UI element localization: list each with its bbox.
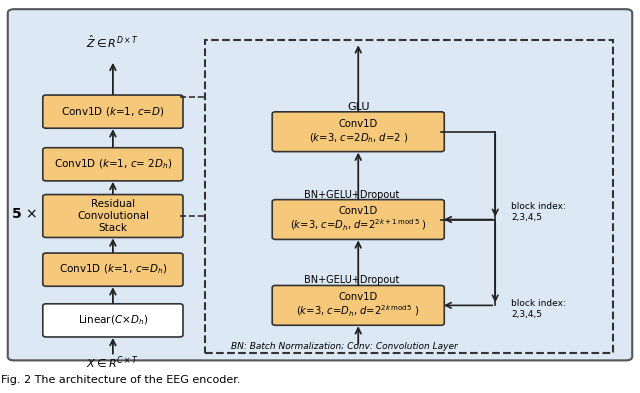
Text: Conv1D ($k$=1, $c$=$D$): Conv1D ($k$=1, $c$=$D$) xyxy=(61,105,164,118)
Text: block index:
2,3,4,5: block index: 2,3,4,5 xyxy=(511,202,566,222)
Text: block index:
2,3,4,5: block index: 2,3,4,5 xyxy=(511,299,566,320)
Text: Conv1D ($k$=1, $c$=$D_h$): Conv1D ($k$=1, $c$=$D_h$) xyxy=(59,263,167,276)
FancyBboxPatch shape xyxy=(272,200,444,239)
Text: 5 $\times$: 5 $\times$ xyxy=(11,207,37,221)
FancyBboxPatch shape xyxy=(8,9,632,360)
Text: $X \in R^{C\times T}$: $X \in R^{C\times T}$ xyxy=(86,354,140,371)
Text: GLU: GLU xyxy=(347,102,369,112)
Text: Conv1D
($k$=3, $c$=2$D_h$, $d$=2 ): Conv1D ($k$=3, $c$=2$D_h$, $d$=2 ) xyxy=(308,119,408,145)
FancyBboxPatch shape xyxy=(43,304,183,337)
Text: Fig. 2 The architecture of the EEG encoder.: Fig. 2 The architecture of the EEG encod… xyxy=(1,375,241,385)
Text: BN+GELU+Dropout: BN+GELU+Dropout xyxy=(304,189,399,200)
Text: Residual
Convolutional
Stack: Residual Convolutional Stack xyxy=(77,199,149,233)
FancyBboxPatch shape xyxy=(43,195,183,237)
Text: BN: Batch Normalization; Conv: Convolution Layer: BN: Batch Normalization; Conv: Convoluti… xyxy=(231,342,458,351)
FancyBboxPatch shape xyxy=(272,112,444,152)
Text: $\hat{Z} \in R^{D\times T}$: $\hat{Z} \in R^{D\times T}$ xyxy=(86,34,140,50)
FancyBboxPatch shape xyxy=(272,285,444,325)
Text: Conv1D
($k$=3, $c$=$D_h$, $d$=$2^{2k+1\,\mathrm{mod}\,5}$ ): Conv1D ($k$=3, $c$=$D_h$, $d$=$2^{2k+1\,… xyxy=(290,206,427,233)
FancyBboxPatch shape xyxy=(43,95,183,128)
FancyBboxPatch shape xyxy=(43,253,183,286)
Text: BN+GELU+Dropout: BN+GELU+Dropout xyxy=(304,275,399,285)
Text: Linear($C$$\times$$D_h$): Linear($C$$\times$$D_h$) xyxy=(78,314,148,327)
Text: Conv1D
($k$=3, $c$=$D_h$, $d$=$2^{2k\,\mathrm{mod}\,5}$ ): Conv1D ($k$=3, $c$=$D_h$, $d$=$2^{2k\,\m… xyxy=(296,292,420,319)
Text: Conv1D ($k$=1, $c$= 2$D_h$): Conv1D ($k$=1, $c$= 2$D_h$) xyxy=(54,158,172,171)
FancyBboxPatch shape xyxy=(43,148,183,181)
